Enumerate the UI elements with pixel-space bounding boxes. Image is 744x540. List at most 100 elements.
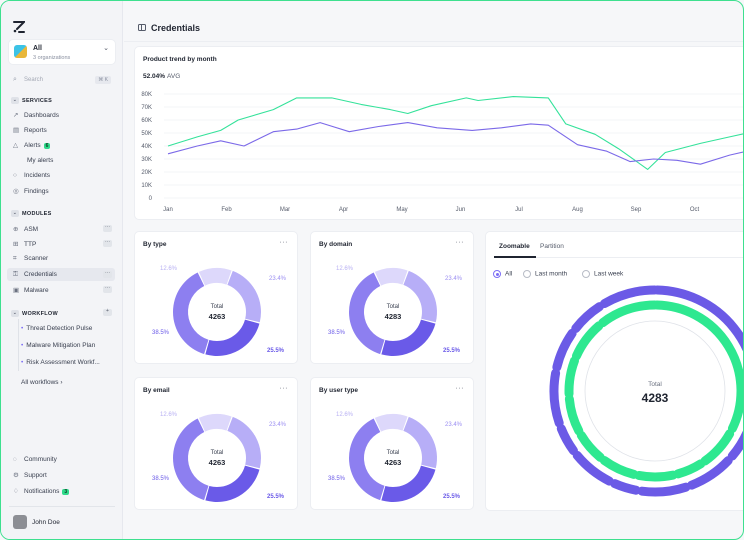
- sidebar-item-scanner[interactable]: ⌗ Scanner: [13, 255, 49, 262]
- logo-icon[interactable]: [13, 21, 25, 33]
- sunburst-segment[interactable]: [571, 321, 604, 361]
- user-name[interactable]: John Doe: [32, 519, 60, 526]
- sunburst-segment[interactable]: [564, 356, 579, 399]
- org-switcher[interactable]: All 3 organizations ⌄: [8, 39, 116, 65]
- donut-slice[interactable]: [198, 268, 232, 286]
- asm-more-button[interactable]: ···: [103, 224, 112, 232]
- sunburst-segment[interactable]: [687, 456, 733, 490]
- sunburst-segment[interactable]: [634, 470, 678, 482]
- donut-slice[interactable]: [173, 418, 209, 501]
- donut-slice[interactable]: [403, 270, 437, 323]
- donut-slice[interactable]: [198, 414, 232, 432]
- sidebar-item-dashboards[interactable]: ↗ Dashboards: [13, 112, 60, 119]
- donut-chart-by-domain: 25.5% 38.5% 12.6% 23.4% Total 4283: [328, 266, 463, 356]
- sunburst-segment[interactable]: [637, 482, 691, 497]
- sidebar-item-my-alerts[interactable]: My alerts: [27, 157, 54, 164]
- zoom-total-label: Total: [648, 381, 662, 388]
- avatar[interactable]: [13, 515, 27, 529]
- ttp-more-button[interactable]: ···: [103, 239, 112, 247]
- globe-icon: ⊕: [13, 226, 19, 233]
- sunburst-segment[interactable]: [564, 394, 584, 436]
- donut-slice[interactable]: [349, 272, 385, 355]
- donut-slice[interactable]: [227, 416, 261, 469]
- sunburst-segment[interactable]: [556, 424, 578, 456]
- filter-all[interactable]: All: [493, 270, 512, 278]
- sunburst-segment[interactable]: [673, 459, 706, 479]
- sidebar-item-ttp[interactable]: ⊞ TTP: [13, 241, 37, 248]
- sunburst-segment[interactable]: [727, 419, 744, 461]
- donut-slice[interactable]: [227, 270, 261, 323]
- sunburst-segment[interactable]: [700, 429, 735, 466]
- donut-slice[interactable]: [205, 319, 260, 356]
- filter-last-week[interactable]: Last week: [582, 270, 623, 278]
- malware-more-button[interactable]: ···: [103, 285, 112, 293]
- tab-zoomable[interactable]: Zoomable: [499, 243, 530, 250]
- sidebar-item-malware[interactable]: ▣ Malware: [13, 287, 49, 294]
- slice-label: 25.5%: [267, 494, 285, 500]
- section-modules[interactable]: ⌄ MODULES: [11, 210, 52, 217]
- sidebar-item-reports[interactable]: ▤ Reports: [13, 127, 47, 134]
- gear-icon: ⚙: [13, 472, 19, 479]
- donut-slice[interactable]: [349, 418, 385, 501]
- sidebar-item-incidents[interactable]: ○ Incidents: [13, 172, 51, 179]
- workflow-item[interactable]: Risk Assessment Workf...: [21, 359, 100, 366]
- add-workflow-button[interactable]: +: [103, 309, 112, 316]
- y-tick-label: 70K: [141, 105, 152, 111]
- alerts-badge: 6: [43, 143, 51, 149]
- search-input[interactable]: Search: [24, 77, 44, 83]
- sunburst-segment[interactable]: [552, 328, 577, 372]
- sidebar-item-notifications[interactable]: ♢ Notifications 3: [13, 488, 70, 495]
- sidebar-item-credentials[interactable]: ⚿ Credentials: [13, 271, 57, 278]
- warning-icon: △: [13, 142, 18, 149]
- tab-partition[interactable]: Partition: [540, 243, 564, 250]
- more-icon[interactable]: ···: [279, 385, 288, 392]
- sunburst-segment[interactable]: [598, 300, 660, 328]
- sunburst-segment[interactable]: [652, 300, 743, 433]
- more-icon[interactable]: ···: [455, 239, 464, 246]
- y-tick-label: 50K: [141, 131, 152, 137]
- scan-icon: ⌗: [13, 255, 17, 262]
- tab-active-indicator: [494, 256, 536, 258]
- donut-slice[interactable]: [205, 465, 260, 502]
- workflow-item[interactable]: Threat Detection Pulse: [21, 325, 92, 332]
- more-icon[interactable]: ···: [279, 239, 288, 246]
- sunburst-segment[interactable]: [652, 285, 744, 411]
- donut-slice[interactable]: [403, 416, 437, 469]
- org-subtitle: 3 organizations: [33, 55, 71, 61]
- section-workflow[interactable]: ⌄ WORKFLOW: [11, 310, 59, 317]
- donut-slice[interactable]: [381, 465, 436, 502]
- more-icon[interactable]: ···: [455, 385, 464, 392]
- bug-icon: ▣: [13, 287, 20, 294]
- section-services[interactable]: ⌄ SERVICES: [11, 97, 53, 104]
- y-tick-label: 0: [149, 196, 153, 202]
- notifications-badge: 3: [62, 489, 70, 495]
- sidebar: All 3 organizations ⌄ ⌕ Search ⌘ K ⌄ SERV…: [1, 1, 123, 539]
- sidebar-item-support[interactable]: ⚙ Support: [13, 472, 47, 479]
- workflow-item[interactable]: Malware Mitigation Plan: [21, 342, 95, 349]
- all-workflows-link[interactable]: All workflows ›: [21, 379, 63, 386]
- donut-slice[interactable]: [173, 272, 209, 355]
- x-tick-label: Jan: [163, 207, 173, 213]
- sunburst-segment[interactable]: [610, 479, 641, 495]
- credentials-more-button[interactable]: ···: [103, 270, 112, 278]
- donut-slice[interactable]: [374, 268, 408, 286]
- x-tick-label: Jul: [515, 207, 523, 213]
- sunburst-segment[interactable]: [549, 368, 564, 428]
- sunburst-segment[interactable]: [571, 302, 604, 333]
- sunburst-segment[interactable]: [576, 430, 605, 462]
- donut-slice[interactable]: [374, 414, 408, 432]
- x-tick-label: Jun: [456, 207, 466, 213]
- sunburst-segment[interactable]: [599, 456, 639, 479]
- workflow-tree-line: [18, 319, 19, 371]
- sidebar-item-findings[interactable]: ◎ Findings: [13, 188, 49, 195]
- sunburst-segment[interactable]: [572, 450, 614, 486]
- filter-last-month[interactable]: Last month: [523, 270, 567, 278]
- search-box[interactable]: ⌕ Search ⌘ K: [13, 76, 111, 87]
- sidebar-item-community[interactable]: ◌ Community: [13, 456, 57, 463]
- sunburst-segment[interactable]: [600, 285, 660, 308]
- sidebar-toggle-icon[interactable]: [138, 24, 146, 31]
- donut-slice[interactable]: [381, 319, 436, 356]
- donut-total-label: Total: [387, 450, 400, 456]
- sidebar-item-alerts[interactable]: △ Alerts 6: [13, 142, 51, 149]
- sidebar-item-asm[interactable]: ⊕ ASM: [13, 226, 39, 233]
